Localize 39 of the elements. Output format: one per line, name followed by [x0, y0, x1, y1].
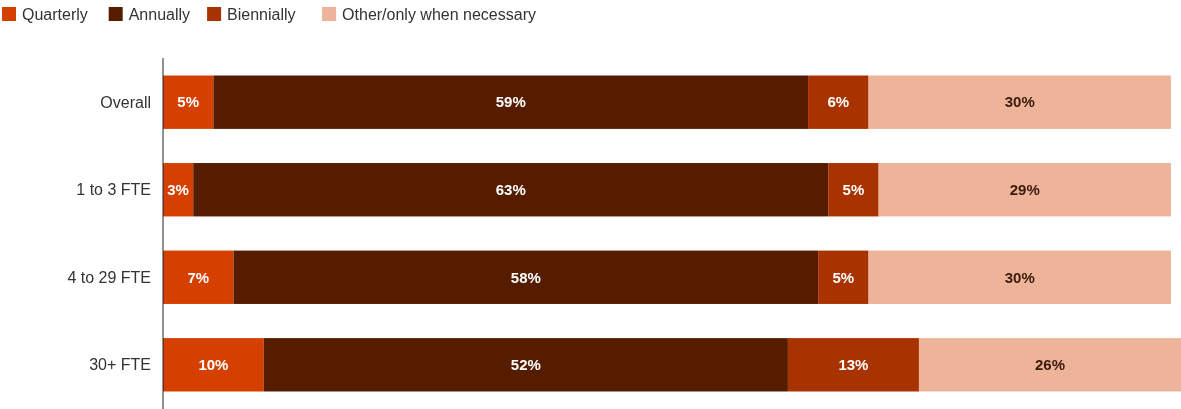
data-label: 29% — [1009, 180, 1040, 198]
data-label: 5% — [842, 180, 865, 198]
bar — [818, 250, 869, 304]
data-label: 13% — [838, 356, 869, 374]
bar — [878, 163, 1171, 217]
legend-label: Annually — [128, 5, 191, 23]
legend-label: Quarterly — [22, 5, 88, 23]
data-label: 7% — [187, 268, 210, 286]
bar — [828, 163, 879, 217]
data-label: 59% — [495, 93, 526, 111]
data-label: 30% — [1004, 268, 1035, 286]
data-label: 10% — [198, 356, 229, 374]
bar — [263, 338, 788, 392]
bar — [193, 163, 829, 217]
y-tick-label: Overall — [100, 93, 151, 111]
data-label: 52% — [510, 356, 541, 374]
bar — [787, 338, 919, 392]
bar — [918, 338, 1181, 392]
bar — [163, 338, 264, 392]
bar — [868, 75, 1171, 129]
legend-label: Biennially — [227, 5, 296, 23]
data-label: 26% — [1034, 356, 1065, 374]
bar — [213, 75, 809, 129]
bar — [163, 75, 214, 129]
bar — [233, 250, 819, 304]
y-tick-label: 30+ FTE — [89, 356, 151, 374]
bar — [868, 250, 1171, 304]
data-label: 5% — [832, 268, 855, 286]
data-label: 3% — [167, 180, 189, 198]
y-tick-label: 1 to 3 FTE — [76, 181, 151, 199]
legend-label: Other/only when necessary — [342, 5, 536, 23]
data-label: 5% — [177, 93, 200, 111]
data-label: 63% — [495, 180, 526, 198]
y-tick-label: 4 to 29 FTE — [67, 268, 151, 286]
bar — [808, 75, 869, 129]
data-label: 6% — [827, 93, 850, 111]
data-label: 58% — [510, 268, 541, 286]
data-label: 30% — [1004, 93, 1035, 111]
bar — [163, 250, 234, 304]
